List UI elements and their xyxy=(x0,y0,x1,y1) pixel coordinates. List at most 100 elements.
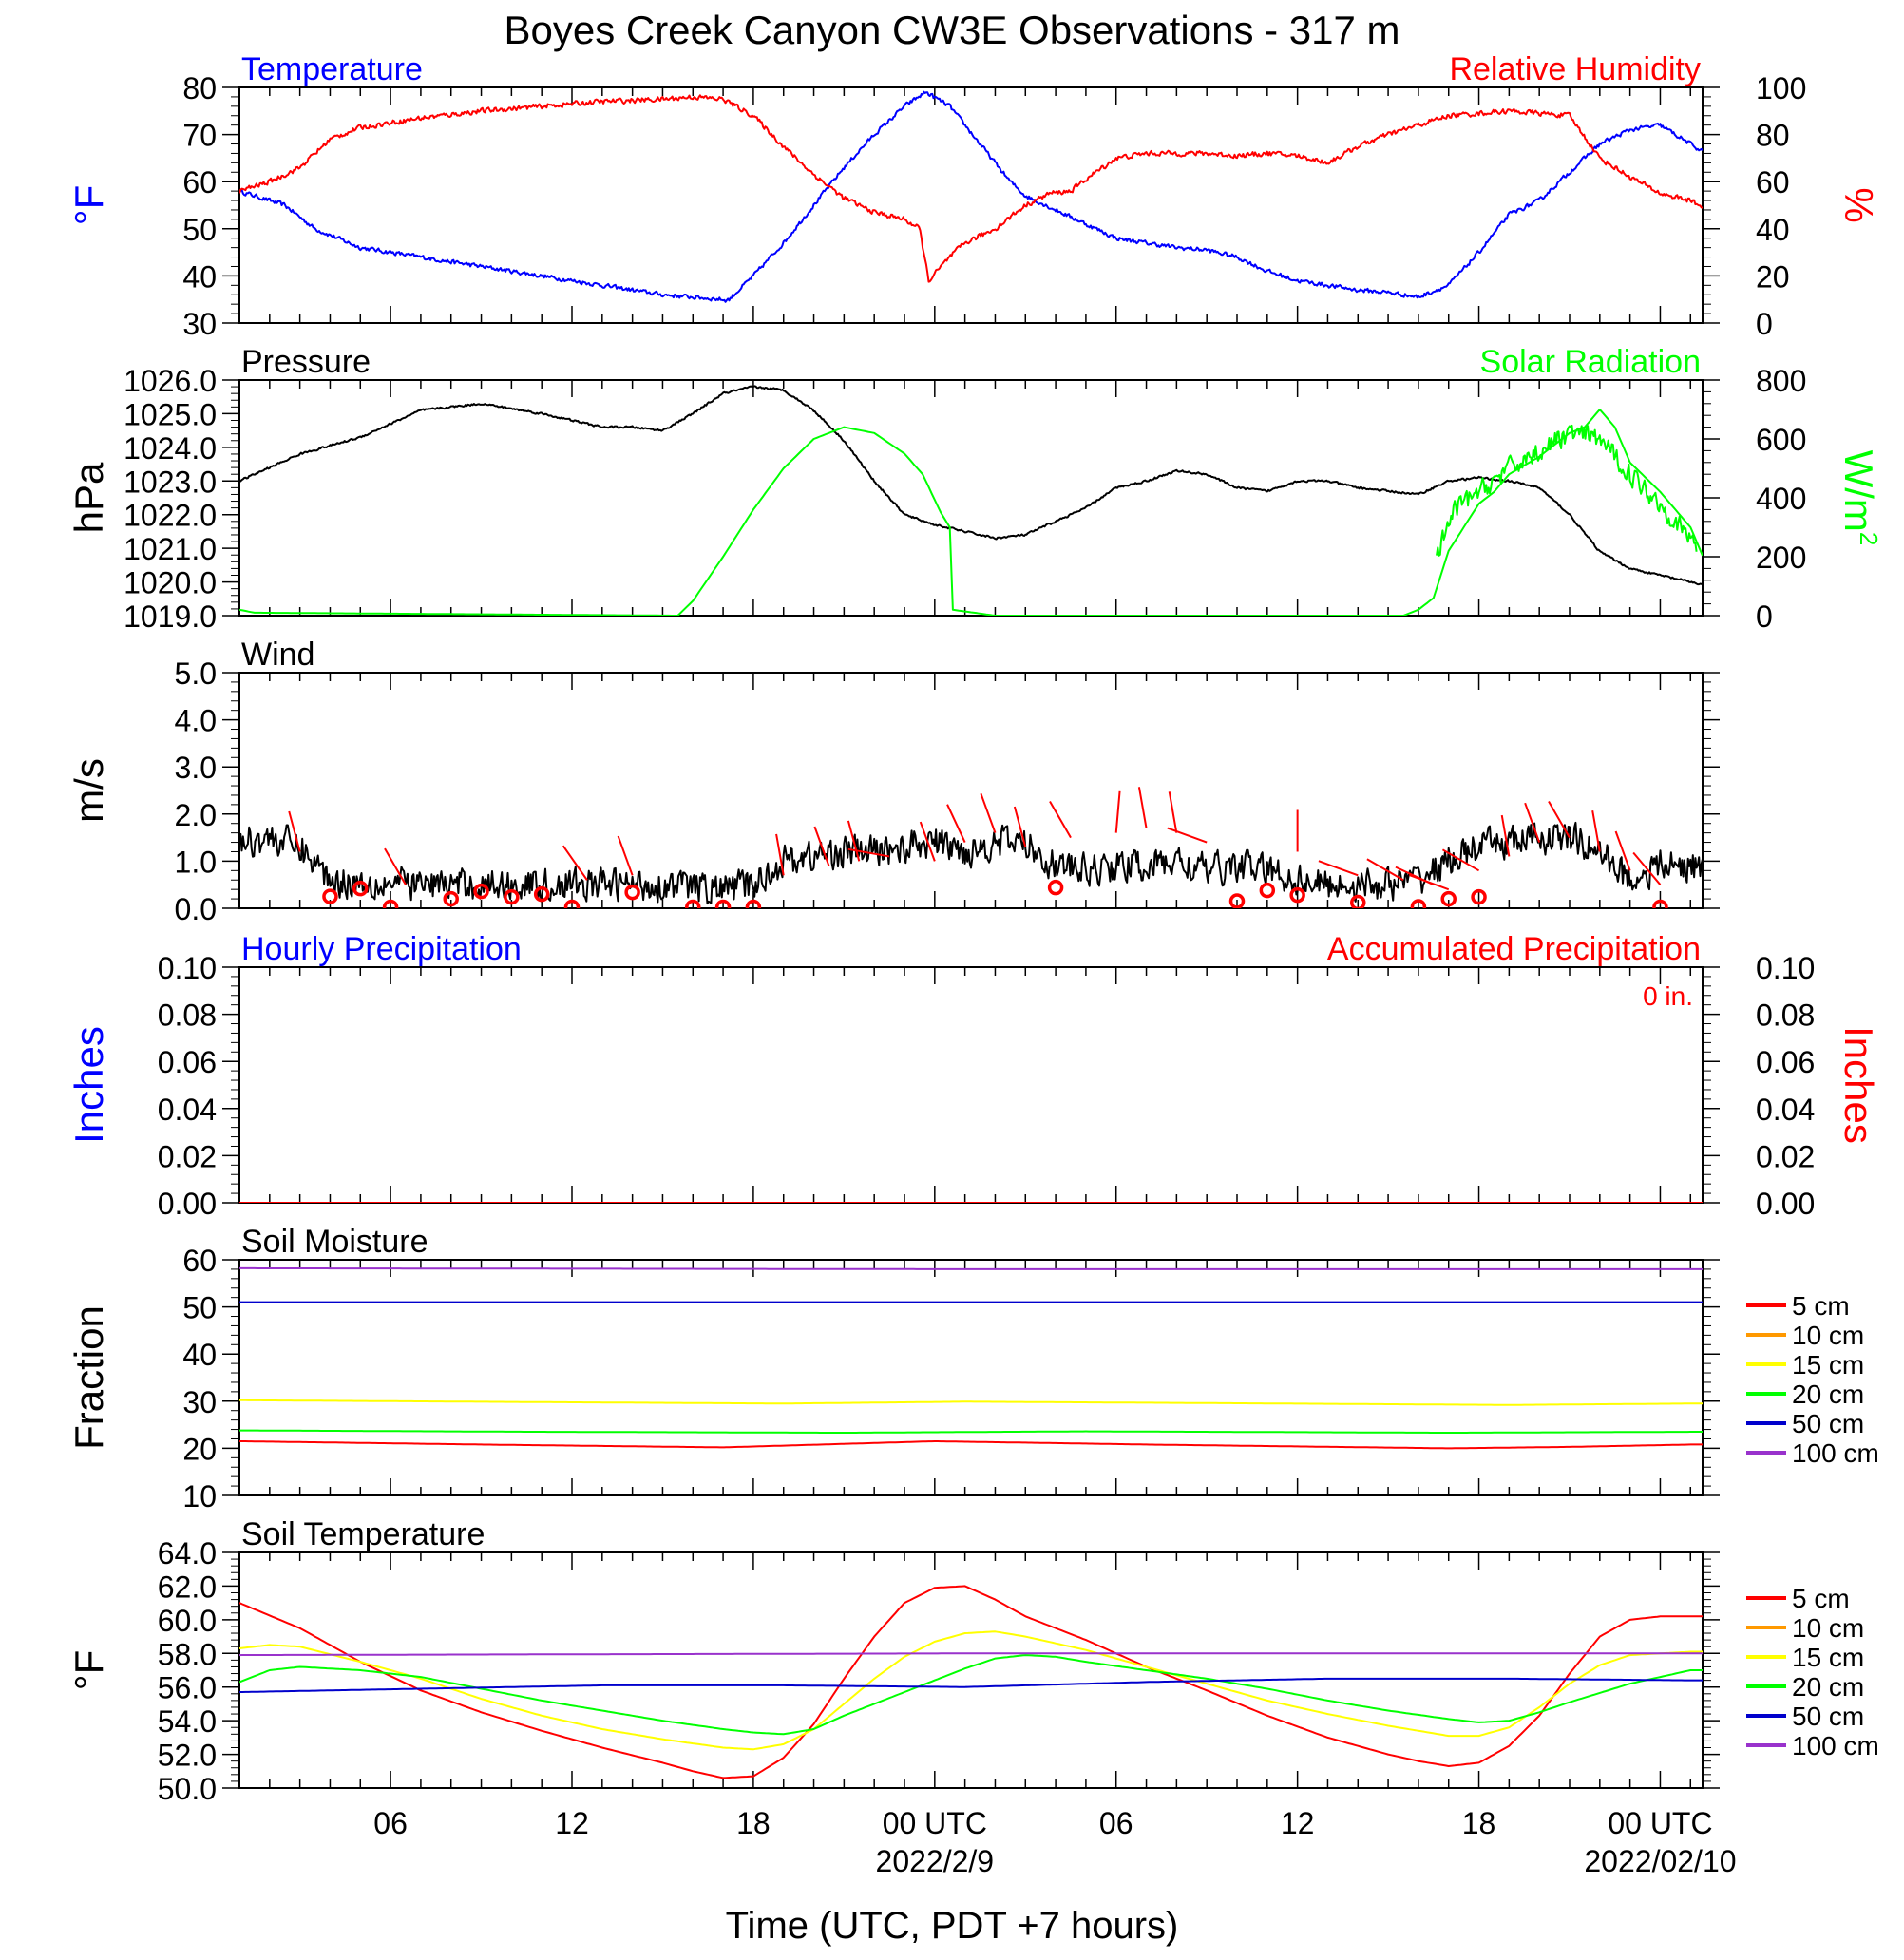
y-tick-label: 50 xyxy=(182,1291,217,1325)
calm-wind-marker xyxy=(443,890,459,907)
y-axis-label-superscript: 2 xyxy=(1855,532,1883,545)
wind-barb xyxy=(775,833,785,876)
y-right-tick-label: 100 xyxy=(1756,71,1806,105)
y-right-tick-label: 0.06 xyxy=(1756,1045,1815,1079)
y-axis-label-left: Inches xyxy=(67,1026,111,1144)
wind-barb xyxy=(562,845,588,881)
panel-title-left: Temperature xyxy=(241,51,423,87)
y-tick-label: 64.0 xyxy=(158,1536,217,1570)
y-tick-label: 0.10 xyxy=(158,951,217,985)
calm-wind-marker xyxy=(624,884,640,901)
y-tick-label: 10 xyxy=(182,1479,217,1513)
y-tick-label: 58.0 xyxy=(158,1637,217,1671)
x-tick-labels: 06 12 18 00 UTC 06 12 18 00 UTC 2022/2/9 2022/02/… xyxy=(373,1806,1736,1878)
y-axis-label-right-text: W/m xyxy=(1837,450,1881,532)
panel-title-right: Accumulated Precipitation xyxy=(1327,931,1701,967)
y-tick-label: 60 xyxy=(182,1244,217,1278)
wind-barb xyxy=(1591,809,1601,852)
y-tick-label: 1019.0 xyxy=(124,599,217,634)
series-line-2 xyxy=(1436,424,1698,557)
calm-wind-marker xyxy=(1047,879,1064,896)
y-right-tick-label: 600 xyxy=(1756,423,1806,457)
series-line-100-cm xyxy=(239,1266,1703,1270)
panel-title-left: Pressure xyxy=(241,344,371,380)
x-date-label: 2022/2/9 xyxy=(876,1844,995,1878)
wind-barb xyxy=(1632,851,1662,885)
y-tick-label: 5.0 xyxy=(175,657,217,691)
y-axis-label-right: W/m2 xyxy=(1837,450,1883,546)
panel-title-right: Solar Radiation xyxy=(1480,344,1701,380)
calm-wind-marker xyxy=(1440,890,1457,907)
y-right-tick-label: 60 xyxy=(1756,165,1790,200)
y-tick-label: 2.0 xyxy=(175,798,217,832)
wind-barb xyxy=(1548,800,1571,839)
calm-wind-marker xyxy=(352,880,369,897)
y-tick-label: 30 xyxy=(182,1385,217,1419)
y-tick-label: 40 xyxy=(182,1338,217,1372)
y-tick-label: 0.06 xyxy=(158,1045,217,1079)
calm-wind-marker xyxy=(1471,888,1487,905)
y-right-tick-label: 0.04 xyxy=(1756,1093,1815,1127)
y-tick-label: 54.0 xyxy=(158,1704,217,1739)
legend-label: 15 cm xyxy=(1792,1350,1864,1380)
x-tick-label: 00 UTC xyxy=(883,1806,987,1840)
y-tick-label: 1025.0 xyxy=(124,397,217,431)
y-tick-label: 1022.0 xyxy=(124,499,217,533)
wind-barb xyxy=(1049,800,1072,839)
y-right-tick-label: 0.02 xyxy=(1756,1139,1815,1173)
y-tick-label: 20 xyxy=(182,1432,217,1466)
series-line-15-cm xyxy=(239,1399,1703,1406)
legend-label: 15 cm xyxy=(1792,1643,1864,1672)
wind-barb xyxy=(1137,787,1148,828)
legend-label: 100 cm xyxy=(1792,1438,1879,1468)
x-tick-label: 06 xyxy=(373,1806,408,1840)
wind-barb xyxy=(1114,790,1121,833)
calm-wind-marker xyxy=(1350,894,1366,908)
x-tick-label: 18 xyxy=(1462,1806,1496,1840)
accumulated-annotation: 0 in. xyxy=(1643,981,1693,1011)
plot-area xyxy=(239,1585,1703,1779)
y-tick-label: 70 xyxy=(182,119,217,153)
y-tick-label: 40 xyxy=(182,259,217,294)
y-right-tick-label: 0.00 xyxy=(1756,1187,1815,1221)
y-tick-label: 4.0 xyxy=(175,704,217,738)
wind-barb xyxy=(1614,830,1631,871)
panel-pressure_solar: 1019.01020.01021.01022.01023.01024.01025… xyxy=(67,344,1883,634)
legend-label: 20 cm xyxy=(1792,1672,1864,1702)
series-line-5-cm xyxy=(239,1585,1703,1779)
y-right-tick-label: 200 xyxy=(1756,541,1806,575)
legend-label: 50 cm xyxy=(1792,1702,1864,1731)
y-axis-label-right: % xyxy=(1837,187,1881,222)
y-tick-label: 1021.0 xyxy=(124,532,217,566)
y-right-tick-label: 400 xyxy=(1756,482,1806,516)
series-line-1 xyxy=(239,409,1703,616)
panel-title-left: Soil Moisture xyxy=(241,1224,428,1260)
y-tick-label: 50 xyxy=(182,213,217,247)
chart-title: Boyes Creek Canyon CW3E Observations - 3… xyxy=(504,8,1399,52)
panel-wind: 0.0 1.0 2.0 3.0 4.0 5.0 Wind m/s xyxy=(67,637,1720,926)
y-tick-label: 80 xyxy=(182,71,217,105)
y-axis-label-right-text: % xyxy=(1837,187,1881,222)
plot-area xyxy=(239,385,1703,616)
y-tick-label: 62.0 xyxy=(158,1570,217,1604)
wind-barb xyxy=(1013,806,1027,847)
wind-barb xyxy=(1318,860,1359,877)
series-line-0 xyxy=(239,90,1703,303)
plot-frame xyxy=(238,379,1704,617)
plot-frame xyxy=(238,86,1704,324)
wind-barb xyxy=(1524,802,1541,843)
wind-barb xyxy=(384,847,407,885)
plot-area xyxy=(239,1266,1703,1450)
panel-title-left: Soil Temperature xyxy=(241,1516,485,1552)
y-axis-label-left: °F xyxy=(67,185,111,225)
y-tick-label: 1020.0 xyxy=(124,566,217,600)
panel-title-right: Relative Humidity xyxy=(1449,51,1701,87)
panel-soil_temperature: 50.052.054.056.058.060.062.064.0 Soil Tem… xyxy=(67,1516,1879,1806)
y-axis-label-left: Fraction xyxy=(67,1305,111,1450)
series-line-0 xyxy=(239,385,1703,586)
legend-label: 5 cm xyxy=(1792,1584,1850,1613)
y-axis-label-left: hPa xyxy=(67,462,111,533)
x-date-label: 2022/02/10 xyxy=(1584,1844,1736,1878)
